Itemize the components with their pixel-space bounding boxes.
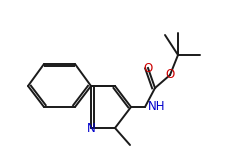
Text: O: O: [165, 69, 175, 81]
Text: NH: NH: [147, 100, 165, 114]
Text: O: O: [143, 61, 153, 75]
Text: N: N: [87, 122, 95, 135]
